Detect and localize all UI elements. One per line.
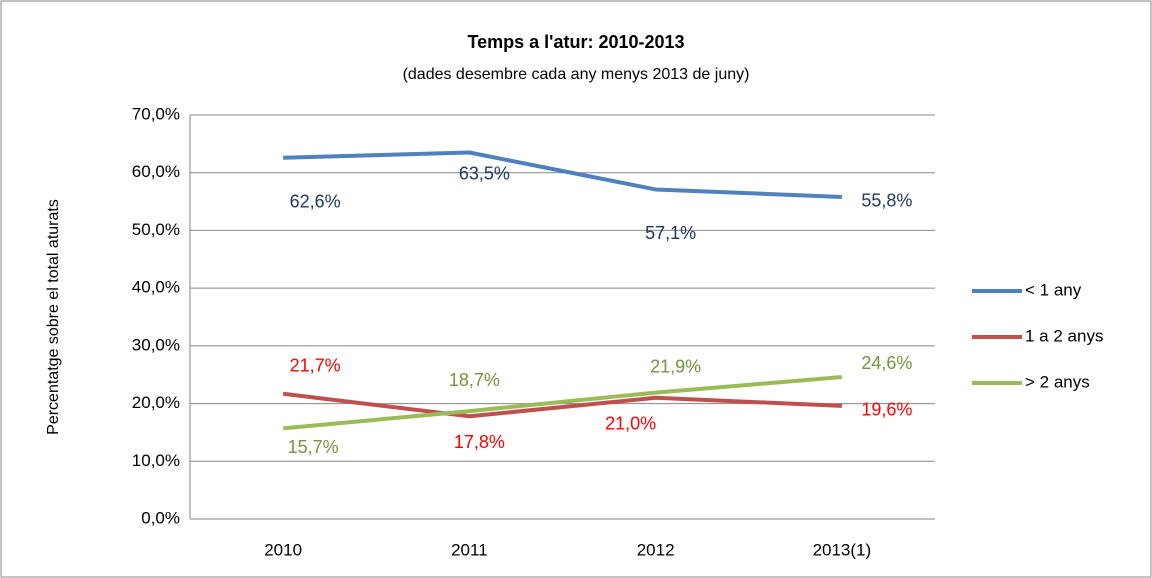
data-label: 55,8% xyxy=(861,191,912,211)
data-label: 21,0% xyxy=(605,414,656,434)
y-tick-label: 70,0% xyxy=(132,104,180,123)
data-label: 21,9% xyxy=(650,356,701,376)
series-line xyxy=(282,375,843,431)
y-tick-label: 10,0% xyxy=(132,451,180,470)
chart-subtitle: (dades desembre cada any menys 2013 de j… xyxy=(403,66,750,83)
x-tick-label: 2011 xyxy=(451,540,488,559)
legend-label: > 2 anys xyxy=(1025,372,1090,391)
x-tick-label: 2013(1) xyxy=(813,540,872,559)
y-tick-label: 30,0% xyxy=(132,335,180,354)
legend-label: < 1 any xyxy=(1025,280,1082,299)
legend-label: 1 a 2 anys xyxy=(1025,326,1103,345)
series-line xyxy=(282,391,842,419)
data-label: 57,1% xyxy=(645,223,696,243)
chart-title: Temps a l'atur: 2010-2013 xyxy=(467,32,684,52)
data-label: 18,7% xyxy=(449,370,500,390)
data-label: 19,6% xyxy=(861,400,912,420)
data-label: 21,7% xyxy=(290,356,341,376)
data-label: 63,5% xyxy=(459,163,510,183)
x-tick-label: 2010 xyxy=(264,540,302,559)
y-tick-label: 20,0% xyxy=(132,393,180,412)
y-tick-label: 60,0% xyxy=(132,162,180,181)
y-tick-label: 50,0% xyxy=(132,220,180,239)
data-label: 62,6% xyxy=(290,191,341,211)
series-line xyxy=(283,150,842,199)
x-tick-label: 2012 xyxy=(637,540,675,559)
data-label: 24,6% xyxy=(861,353,912,373)
data-label: 15,7% xyxy=(288,437,339,457)
y-tick-label: 40,0% xyxy=(132,278,180,297)
y-tick-label: 0,0% xyxy=(141,508,180,527)
y-axis-label: Percentatge sobre el total aturats xyxy=(45,199,62,435)
data-label: 17,8% xyxy=(454,432,505,452)
